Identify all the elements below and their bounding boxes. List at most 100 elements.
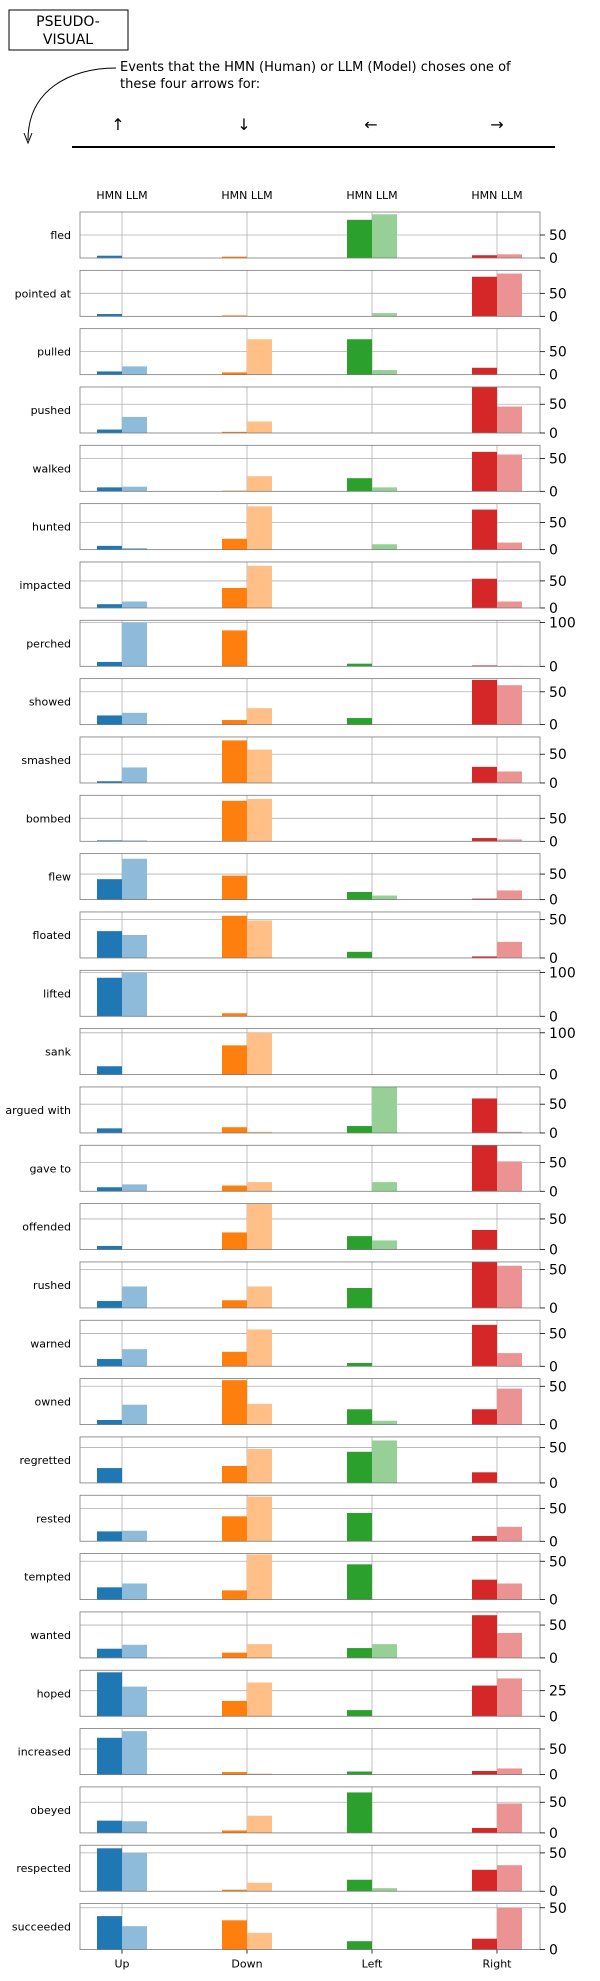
bar-increased-up-hmn <box>97 1737 122 1775</box>
bar-obeyed-up-hmn <box>97 1820 122 1833</box>
bar-argued-with-left-hmn <box>347 1126 372 1133</box>
y-tick-label: 50 <box>549 1263 567 1279</box>
y-tick-label: 50 <box>549 1618 567 1634</box>
panel-bombed: bombed 50 0 <box>26 794 567 850</box>
bar-impacted-down-llm <box>247 565 272 608</box>
bar-sank-down-hmn <box>222 1045 247 1075</box>
y-tick-label: 0 <box>549 1943 558 1959</box>
bar-walked-up-hmn <box>97 487 122 492</box>
y-tick-label: 0 <box>549 1301 558 1317</box>
event-label: pointed at <box>15 287 72 300</box>
panel-offended: offended 50 0 <box>22 1203 567 1259</box>
bar-respected-left-hmn <box>347 1879 372 1892</box>
bar-owned-down-llm <box>247 1403 272 1425</box>
bar-hoped-up-llm <box>122 1686 147 1717</box>
bar-argued-with-right-llm <box>497 1131 522 1133</box>
bar-rushed-right-llm <box>497 1265 522 1308</box>
bar-offended-right-hmn <box>472 1229 497 1250</box>
bar-owned-up-llm <box>122 1404 147 1425</box>
panel-warned: warned 50 0 <box>30 1319 567 1375</box>
bar-respected-up-llm <box>122 1852 147 1892</box>
panel-frame <box>79 1436 541 1484</box>
bar-hoped-left-hmn <box>347 1710 372 1717</box>
bar-smashed-right-llm <box>497 771 522 783</box>
y-tick-label: 50 <box>549 1097 567 1113</box>
bar-hoped-down-llm <box>247 1682 272 1717</box>
bar-perched-up-llm <box>122 622 147 667</box>
bar-gave-to-right-hmn <box>472 1145 497 1192</box>
panel-owned: owned 50 0 <box>35 1378 567 1434</box>
pseudo-visual-badge: PSEUDO- VISUAL <box>8 9 129 51</box>
event-label: increased <box>18 1746 71 1759</box>
panel-frame <box>79 1378 541 1425</box>
x-tick-label-left: Left <box>362 1958 383 1971</box>
panel-rested: rested 50 0 <box>36 1494 567 1550</box>
panel-pulled: pulled 50 0 <box>37 328 567 384</box>
bar-regretted-down-llm <box>247 1448 272 1483</box>
bar-regretted-down-hmn <box>222 1465 247 1483</box>
panel-frame <box>79 444 541 492</box>
panel-gave-to: gave to 50 0 <box>29 1144 567 1200</box>
panel-frame <box>79 911 541 959</box>
bar-wanted-right-hmn <box>472 1615 497 1658</box>
y-tick-label: 50 <box>549 913 567 929</box>
panel-frame <box>79 619 541 667</box>
event-label: argued with <box>5 1104 71 1117</box>
bar-tempted-up-llm <box>122 1583 147 1600</box>
panel-fled: fled 50 0 <box>50 211 567 267</box>
event-label: sank <box>45 1046 71 1059</box>
y-tick-label: 0 <box>549 1593 558 1609</box>
bar-lifted-up-llm <box>122 972 147 1017</box>
y-tick-label: 50 <box>549 867 567 883</box>
y-tick-label: 50 <box>549 286 567 302</box>
bar-offended-down-hmn <box>222 1232 247 1250</box>
event-label: obeyed <box>30 1804 71 1817</box>
bar-succeeded-right-llm <box>497 1907 522 1950</box>
bar-obeyed-left-hmn <box>347 1792 372 1833</box>
y-tick-label: 25 <box>549 1684 567 1700</box>
y-tick-label: 50 <box>549 1501 567 1517</box>
panel-succeeded: succeeded 50 0 <box>12 1901 567 1959</box>
panel-regretted: regretted 50 0 <box>20 1436 567 1492</box>
bar-bombed-right-llm <box>497 839 522 842</box>
panel-tempted: tempted 50 0 <box>24 1553 567 1609</box>
y-tick-label: 50 <box>549 811 567 827</box>
panel-smashed: smashed 50 0 <box>21 736 567 792</box>
bar-walked-right-llm <box>497 454 522 492</box>
bar-pointed-at-right-llm <box>497 273 522 317</box>
bar-floated-right-hmn <box>472 956 497 958</box>
bar-owned-up-hmn <box>97 1420 122 1425</box>
bar-perched-down-hmn <box>222 630 247 667</box>
event-label: pushed <box>31 404 71 417</box>
bar-increased-right-hmn <box>472 1771 497 1775</box>
bar-showed-right-hmn <box>472 679 497 725</box>
bar-respected-right-llm <box>497 1865 522 1892</box>
bar-pulled-left-hmn <box>347 339 372 375</box>
bar-fled-down-hmn <box>222 256 247 258</box>
bar-fled-up-hmn <box>97 255 122 258</box>
panel-frame <box>79 1261 541 1309</box>
panel-walked: walked 50 0 <box>32 444 567 500</box>
y-tick-label: 0 <box>549 1826 558 1842</box>
panel-frame <box>79 1494 541 1542</box>
panel-wanted: wanted 50 0 <box>30 1611 567 1667</box>
panel-frame <box>79 853 541 901</box>
y-tick-label: 0 <box>549 1009 558 1025</box>
bar-fled-right-hmn <box>472 255 497 258</box>
bar-sank-down-llm <box>247 1032 272 1075</box>
bar-showed-left-hmn <box>347 718 372 725</box>
panel-frame <box>79 1669 541 1717</box>
panel-increased: increased 50 0 <box>18 1728 567 1784</box>
panel-impacted: impacted 50 0 <box>19 561 567 617</box>
bar-pointed-at-up-hmn <box>97 314 122 317</box>
event-label: fled <box>50 229 71 242</box>
bar-tempted-left-hmn <box>347 1564 372 1600</box>
panel-showed: showed 50 0 <box>29 678 567 734</box>
bar-pulled-down-llm <box>247 339 272 375</box>
panel-frame <box>79 386 541 434</box>
y-tick-label: 0 <box>549 1768 558 1784</box>
bar-hoped-right-llm <box>497 1678 522 1717</box>
arrow-down-glyph: ↓ <box>237 115 250 134</box>
column-header-down: HMN LLM <box>221 189 272 202</box>
